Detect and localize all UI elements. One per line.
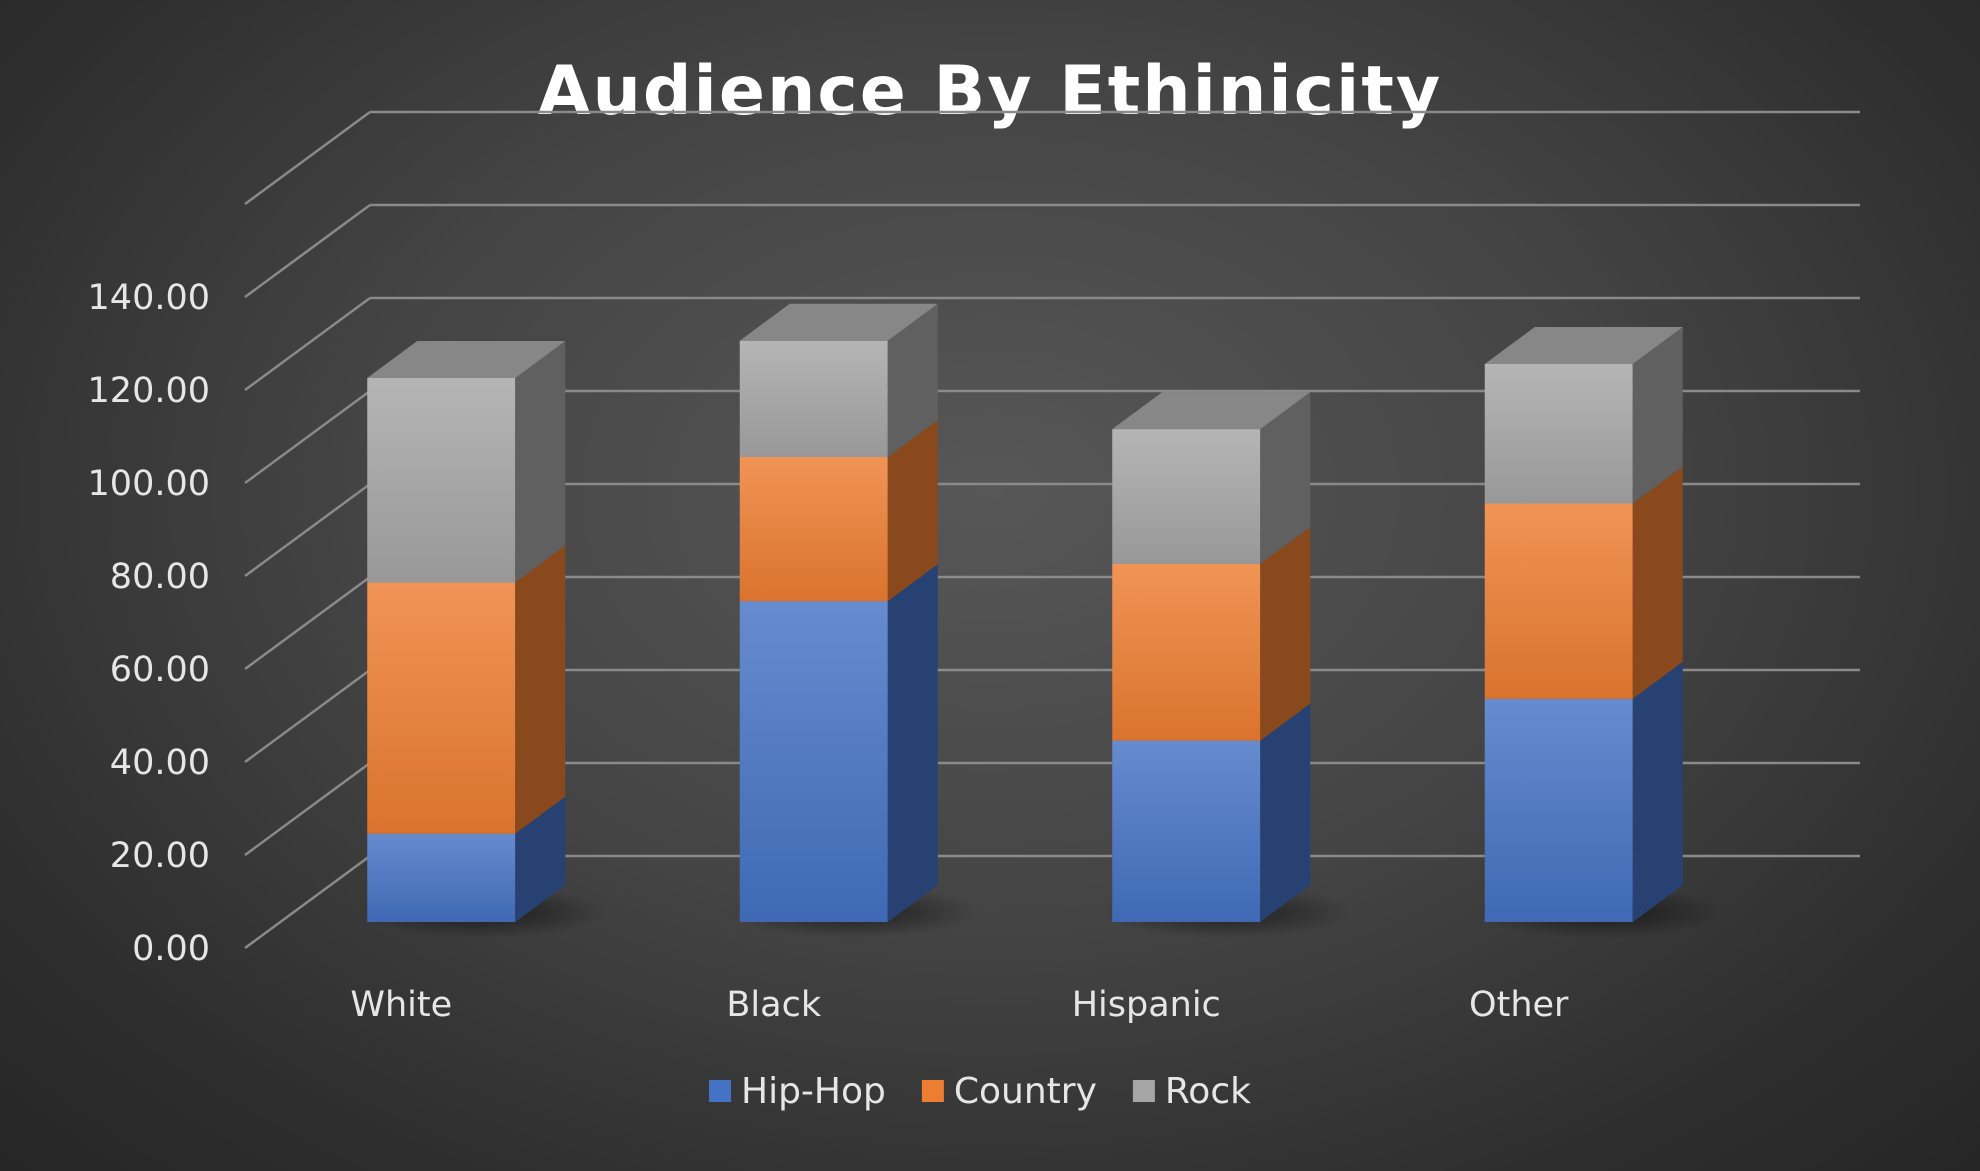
gridline-side	[244, 389, 371, 485]
gridline-side	[244, 110, 371, 206]
bar-top	[367, 340, 566, 378]
bar-side	[515, 796, 566, 922]
bar-side	[515, 545, 566, 834]
category-label-white: White	[350, 985, 452, 1025]
bar-top	[739, 303, 938, 341]
bar-side	[515, 340, 566, 583]
y-tick-label: 0.00	[132, 929, 210, 969]
bar-hip-hop-black	[739, 564, 938, 922]
bar-front	[367, 833, 516, 922]
gridline-side	[244, 296, 371, 392]
bar-front	[739, 457, 888, 602]
category-label-other: Other	[1469, 985, 1569, 1025]
legend-item-hip-hop: Hip-Hop	[709, 1071, 886, 1112]
bar-side	[1632, 661, 1683, 922]
bar-front	[1484, 364, 1633, 504]
bar-side	[1632, 466, 1683, 699]
legend-label: Rock	[1165, 1071, 1251, 1112]
bar-hip-hop-white	[367, 796, 566, 922]
bar-hip-hop-other	[1484, 661, 1683, 922]
bar-side	[1260, 392, 1311, 564]
bar-stack-other	[1472, 327, 1725, 938]
y-tick-label: 40.00	[110, 743, 210, 783]
bar-front	[1112, 429, 1261, 564]
bar-top	[1484, 327, 1683, 364]
bar-side	[887, 303, 938, 457]
bar-rock-hispanic	[1112, 392, 1311, 564]
y-tick-label: 140.00	[88, 278, 210, 318]
bar-front	[1112, 563, 1261, 741]
bar-side	[1632, 327, 1683, 504]
bar-country-hispanic	[1112, 526, 1311, 741]
bar-country-white	[367, 545, 566, 834]
bar-rock-other	[1484, 327, 1683, 504]
bar-side	[887, 420, 938, 602]
gridline-side	[244, 854, 371, 950]
gridline-side	[244, 668, 371, 764]
bars	[355, 303, 1725, 938]
bar-front	[1484, 698, 1633, 922]
bar-front	[1112, 740, 1261, 922]
legend-swatch	[1132, 1080, 1155, 1102]
bar-front	[1484, 503, 1633, 699]
y-tick-label: 100.00	[88, 464, 210, 504]
bar-stack-black	[727, 303, 980, 938]
legend-swatch	[921, 1080, 944, 1102]
bar-hip-hop-hispanic	[1112, 703, 1311, 922]
gridline-side	[244, 203, 371, 299]
bar-side	[1260, 526, 1311, 741]
legend-item-rock: Rock	[1132, 1071, 1251, 1112]
bar-rock-white	[367, 340, 566, 583]
bar-side	[1260, 703, 1311, 922]
bar-front	[367, 582, 516, 834]
y-tick-label: 120.00	[88, 371, 210, 411]
legend: Hip-Hop Country Rock	[709, 1071, 1251, 1112]
bar-front	[739, 601, 888, 922]
bar-side	[887, 564, 938, 922]
y-tick-label: 20.00	[110, 836, 210, 876]
chart-title: Audience By Ethinicity	[538, 52, 1442, 131]
legend-label: Hip-Hop	[741, 1071, 886, 1112]
category-label-black: Black	[726, 985, 821, 1025]
bar-front	[739, 340, 888, 457]
y-axis-ticks: 0.00 20.00 40.00 60.00 80.00 100.00 120.00 140.…	[88, 278, 210, 969]
y-tick-label: 60.00	[110, 650, 210, 690]
gridline-side	[244, 575, 371, 671]
gridline-side	[244, 761, 371, 857]
x-axis-categories: White Black Hispanic Other	[350, 985, 1569, 1025]
legend-item-country: Country	[921, 1071, 1097, 1112]
bar-front	[367, 377, 516, 583]
legend-label: Country	[954, 1071, 1097, 1112]
bar-stack-hispanic	[1100, 392, 1353, 938]
y-tick-label: 80.00	[110, 557, 210, 597]
bar-stack-white	[355, 340, 608, 938]
bar-country-other	[1484, 466, 1683, 699]
category-label-hispanic: Hispanic	[1072, 985, 1221, 1025]
legend-swatch	[709, 1080, 731, 1102]
bar-country-black	[739, 420, 938, 602]
bar-top	[1112, 392, 1311, 430]
gridline-side	[244, 482, 371, 578]
bar-rock-black	[739, 303, 938, 457]
